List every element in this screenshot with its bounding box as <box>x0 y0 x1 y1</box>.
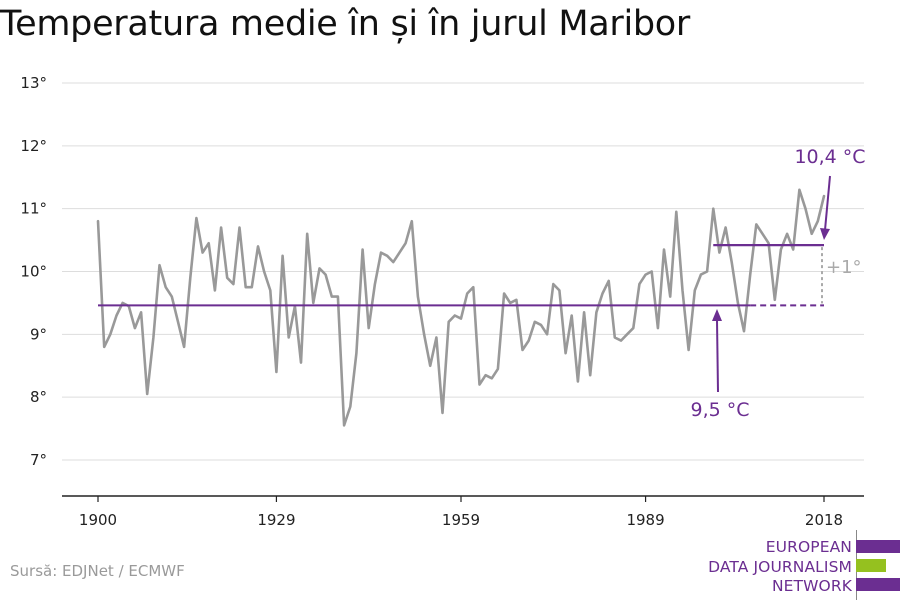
logo-bar-top <box>856 540 900 553</box>
y-tick-label-10: 10° <box>20 263 47 281</box>
temperature-series-line <box>96 188 826 427</box>
series-layer <box>96 188 826 427</box>
y-tick-label-13: 13° <box>20 74 47 92</box>
gridlines <box>62 82 864 461</box>
y-tick-label-8: 8° <box>30 388 47 406</box>
logo-text-network: NETWORK <box>771 577 852 595</box>
y-tick-label-12: 12° <box>20 137 47 155</box>
baseline-arrow-head <box>712 309 722 321</box>
recent-arrow-shaft <box>824 175 831 231</box>
annotations: +1° 9,5 °C 10,4 °C <box>690 146 865 421</box>
logo-bar-bottom <box>856 578 900 591</box>
edjnet-logo: EUROPEAN DATA JOURNALISM NETWORK <box>700 530 900 600</box>
recent-value-label: 10,4 °C <box>794 146 865 168</box>
x-tick-label-1929: 1929 <box>257 511 295 529</box>
baseline-arrow-shaft <box>716 319 719 393</box>
y-axis-ticks: 7° 8° 9° 10° 11° 12° 13° <box>20 74 47 469</box>
x-tick-label-1959: 1959 <box>442 511 480 529</box>
x-axis: 1900 1929 1959 1989 2018 <box>62 495 864 529</box>
logo-text-european: EUROPEAN <box>765 538 852 556</box>
chart-title: Temperatura medie în și în jurul Maribor <box>0 4 690 44</box>
y-tick-label-11: 11° <box>20 200 47 218</box>
y-tick-label-9: 9° <box>30 325 47 343</box>
recent-arrow-head <box>820 228 830 240</box>
x-tick-label-1989: 1989 <box>626 511 664 529</box>
x-tick-label-1900: 1900 <box>79 511 117 529</box>
logo-bar-middle <box>856 559 886 572</box>
logo-text-data-journalism: DATA JOURNALISM <box>708 558 852 576</box>
y-tick-label-7: 7° <box>30 451 47 469</box>
difference-label: +1° <box>826 257 862 278</box>
baseline-value-label: 9,5 °C <box>690 399 749 421</box>
x-tick-label-2018: 2018 <box>805 511 843 529</box>
source-note: Sursă: EDJNet / ECMWF <box>10 562 185 580</box>
reference-lines <box>98 244 824 307</box>
